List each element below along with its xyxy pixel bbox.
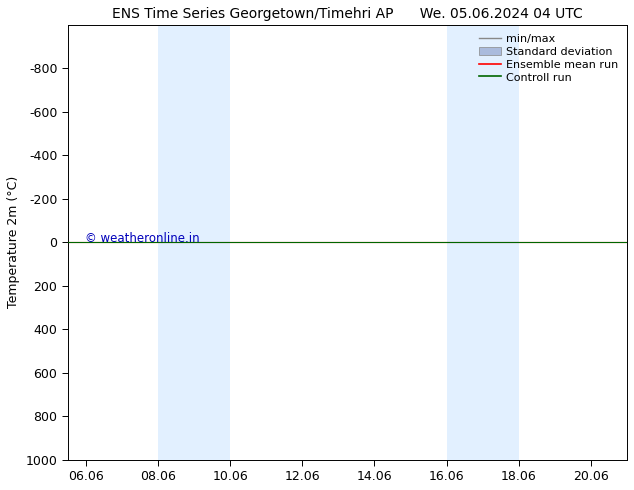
Text: © weatheronline.in: © weatheronline.in <box>84 232 199 245</box>
Y-axis label: Temperature 2m (°C): Temperature 2m (°C) <box>7 176 20 308</box>
Title: ENS Time Series Georgetown/Timehri AP      We. 05.06.2024 04 UTC: ENS Time Series Georgetown/Timehri AP We… <box>112 7 583 21</box>
Legend: min/max, Standard deviation, Ensemble mean run, Controll run: min/max, Standard deviation, Ensemble me… <box>476 30 621 86</box>
Bar <box>158 25 230 460</box>
Bar <box>446 25 519 460</box>
